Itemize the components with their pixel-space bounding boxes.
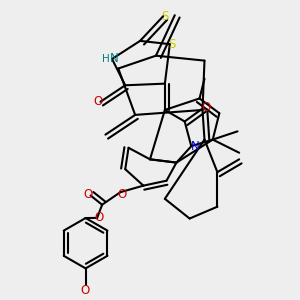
Text: O: O bbox=[94, 212, 103, 224]
Text: O: O bbox=[83, 188, 92, 201]
Text: O: O bbox=[94, 95, 103, 108]
Text: O: O bbox=[117, 188, 126, 201]
Text: N: N bbox=[110, 52, 118, 65]
Text: S: S bbox=[161, 10, 168, 23]
Text: N: N bbox=[191, 140, 200, 153]
Text: S: S bbox=[169, 38, 176, 51]
Text: H: H bbox=[102, 54, 110, 64]
Text: O: O bbox=[201, 101, 210, 114]
Text: O: O bbox=[80, 284, 90, 297]
